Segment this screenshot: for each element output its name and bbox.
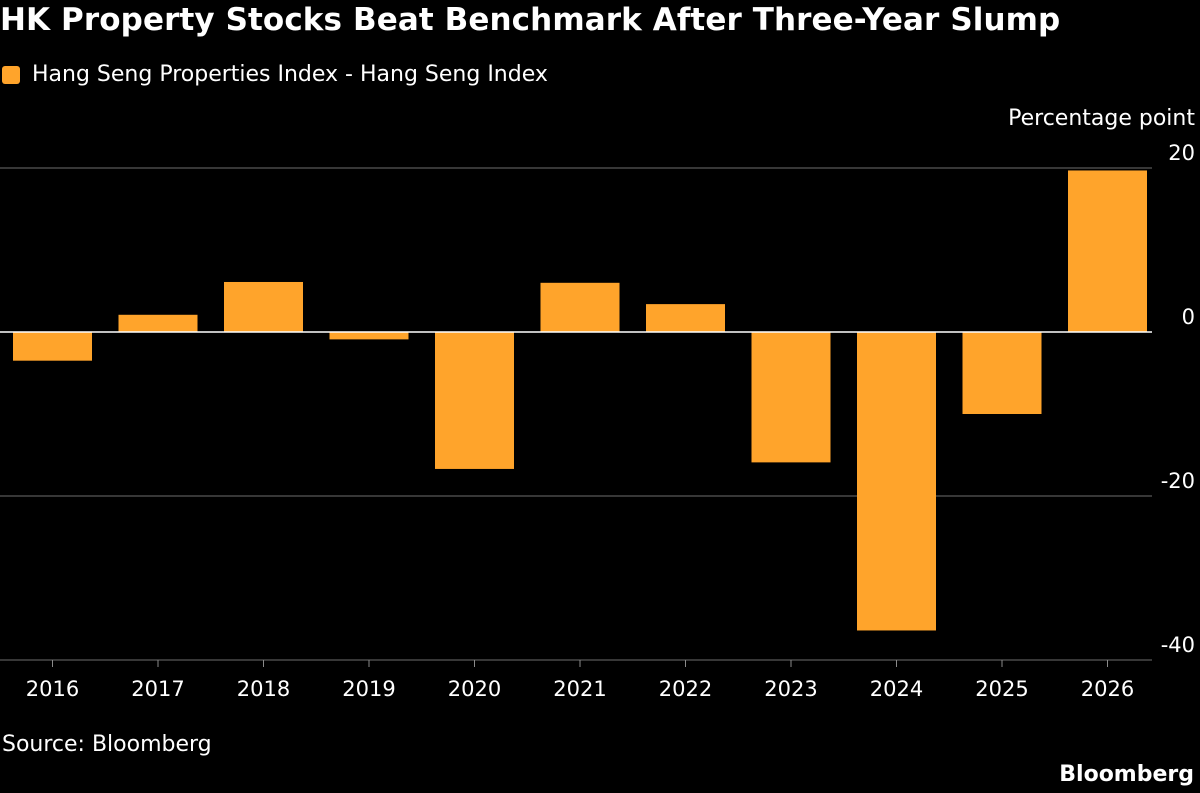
y-tick-label: -20 bbox=[1161, 469, 1195, 493]
brand-logo-text: Bloomberg bbox=[1059, 762, 1194, 787]
x-tick-label: 2021 bbox=[553, 677, 606, 701]
bar bbox=[646, 304, 725, 332]
y-tick-label: 20 bbox=[1168, 141, 1195, 165]
x-tick-label: 2018 bbox=[237, 677, 290, 701]
y-tick-label: 0 bbox=[1182, 305, 1195, 329]
x-tick-label: 2026 bbox=[1081, 677, 1134, 701]
x-tick-label: 2023 bbox=[764, 677, 817, 701]
x-tick-label: 2017 bbox=[131, 677, 184, 701]
bar bbox=[118, 314, 198, 332]
y-tick-label: -40 bbox=[1161, 633, 1195, 657]
chart-title: HK Property Stocks Beat Benchmark After … bbox=[0, 2, 1061, 38]
bar bbox=[13, 332, 92, 361]
x-tick-label: 2025 bbox=[975, 677, 1028, 701]
bar bbox=[962, 332, 1042, 414]
legend-swatch bbox=[2, 65, 20, 84]
bar bbox=[435, 332, 514, 469]
x-tick-label: 2024 bbox=[870, 677, 923, 701]
x-tick-label: 2019 bbox=[342, 677, 395, 701]
bar bbox=[857, 332, 936, 631]
x-tick-label: 2020 bbox=[448, 677, 501, 701]
source-note: Source: Bloomberg bbox=[2, 732, 212, 757]
bar bbox=[540, 282, 620, 332]
legend-label: Hang Seng Properties Index - Hang Seng I… bbox=[32, 62, 548, 87]
bar bbox=[224, 281, 303, 332]
bar bbox=[329, 332, 409, 340]
bar bbox=[751, 332, 831, 463]
x-tick-label: 2016 bbox=[26, 677, 79, 701]
x-tick-label: 2022 bbox=[659, 677, 712, 701]
y-axis-unit-label: Percentage point bbox=[1008, 106, 1195, 131]
bar bbox=[1068, 170, 1147, 332]
legend: Hang Seng Properties Index - Hang Seng I… bbox=[2, 62, 548, 87]
